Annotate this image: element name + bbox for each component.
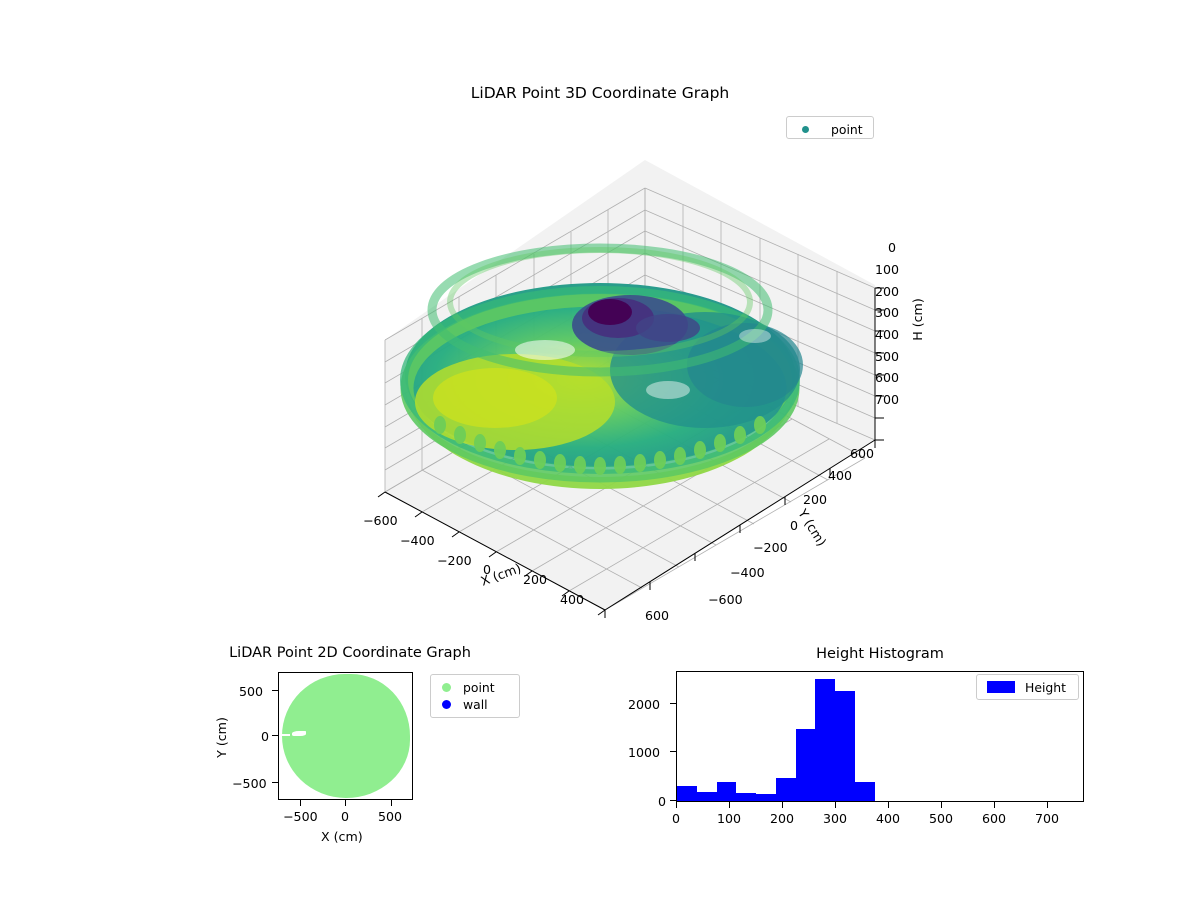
plot3d-ztick-0: 0 (888, 240, 897, 255)
plot2d-xtick-mark-500 (391, 800, 392, 806)
plot3d-ztick-7: 700 (875, 392, 900, 407)
plot2d-ytick-2: 500 (239, 684, 264, 699)
hist-xtick-5: 500 (929, 811, 954, 826)
plot2d-xtick-1: 0 (341, 809, 350, 824)
plot3d-ytick-5: 400 (828, 468, 853, 483)
plot3d-ytick-2: −200 (753, 540, 788, 555)
plot3d-ztick-6: 600 (875, 370, 900, 385)
plot3d-ytick-0: −600 (708, 592, 743, 607)
hist-ytick-mark-2000 (670, 703, 676, 704)
hist-xtick-mark-300 (835, 802, 836, 808)
plot2d-xlabel: X (cm) (321, 829, 363, 844)
hist-ytick-0: 0 (658, 794, 667, 809)
legend-label-point: point (831, 122, 863, 137)
plot2d-xtick-2: 500 (378, 809, 403, 824)
plot2d-ylabel: Y (cm) (213, 717, 229, 758)
legend-item-point-2d: point (438, 679, 512, 696)
plot3d-ztick-5: 500 (875, 349, 900, 364)
hist-xtick-1: 100 (717, 811, 742, 826)
plot2d-point-cloud (281, 674, 410, 798)
plot2d-ytick-mark-neg500 (272, 782, 278, 783)
histogram-bar (815, 679, 836, 801)
histogram-bar (795, 729, 816, 801)
plot3d-ztick-3: 300 (875, 305, 900, 320)
histogram-bar (736, 792, 757, 801)
hist-xtick-mark-400 (888, 802, 889, 808)
hist-xtick-6: 600 (982, 811, 1007, 826)
legend-label-height: Height (1025, 679, 1066, 695)
plot3d-canvas (377, 160, 884, 618)
hist-xtick-mark-700 (1047, 802, 1048, 808)
hist-ytick-mark-0 (670, 800, 676, 801)
hist-xtick-mark-0 (676, 802, 677, 808)
plot2d-title: LiDAR Point 2D Coordinate Graph (229, 645, 471, 661)
point-marker-icon (802, 126, 809, 133)
plot3d-xtick-2: −200 (437, 553, 472, 568)
point-marker-icon (442, 683, 451, 692)
height-patch-icon (987, 681, 1015, 693)
plot3d-ytick-6: 600 (850, 446, 875, 461)
plot3d-xtick-3: 0 (483, 562, 492, 577)
hist-xtick-7: 700 (1035, 811, 1060, 826)
plot2d-ytick-1: 0 (261, 729, 270, 744)
plot2d-xtick-0: −500 (283, 809, 318, 824)
plot3d-ytick-3: 0 (790, 518, 799, 533)
legend-item-wall-2d: wall (438, 696, 512, 713)
plot3d-xtick-6: 600 (645, 608, 670, 623)
plot2d-axes[interactable] (278, 672, 413, 800)
hist-xtick-3: 300 (823, 811, 848, 826)
hist-xtick-mark-200 (782, 802, 783, 808)
hist-xtick-mark-500 (941, 802, 942, 808)
histogram-bar (716, 782, 737, 801)
histogram-bar (835, 691, 855, 801)
plot2d-xtick-mark-neg500 (300, 800, 301, 806)
plot3d-ztick-4: 400 (875, 327, 900, 342)
plot2d-legend: point wall (430, 674, 520, 718)
plot3d-ytick-1: −400 (730, 565, 765, 580)
plot2d-ytick-mark-0 (272, 735, 278, 736)
histogram-bar (696, 791, 717, 801)
hist-ytick-1: 1000 (628, 745, 661, 760)
plot3d-xtick-1: −400 (400, 533, 435, 548)
histogram-bar (775, 777, 796, 801)
legend-label-wall-2d: wall (463, 697, 488, 712)
hist-xtick-mark-600 (994, 802, 995, 808)
plot3d-title: LiDAR Point 3D Coordinate Graph (470, 84, 730, 102)
plot3d-pointcloud (400, 243, 803, 489)
legend-label-point-2d: point (463, 680, 495, 695)
wall-marker-icon (442, 700, 451, 709)
plot3d-zlabel: H (cm) (909, 298, 925, 341)
plot3d-ztick-1: 100 (875, 262, 900, 277)
hist-ytick-mark-1000 (670, 751, 676, 752)
plot3d-xtick-5: 400 (560, 592, 585, 607)
hist-xtick-2: 200 (770, 811, 795, 826)
plot2d-gap-streak (281, 734, 290, 736)
legend-item-point: point (794, 121, 866, 138)
histogram-legend: Height (976, 674, 1079, 700)
plot2d-xtick-mark-0 (345, 800, 346, 806)
hist-ytick-2: 2000 (628, 697, 661, 712)
histogram-bar (756, 794, 776, 801)
histogram-bar (677, 786, 697, 801)
plot3d-axes[interactable] (300, 140, 920, 630)
histogram-bars (677, 672, 1083, 801)
plot2d-gap-region (292, 731, 306, 736)
histogram-bar (854, 781, 875, 801)
histogram-title: Height Histogram (816, 646, 944, 662)
plot2d-ytick-0: −500 (232, 776, 267, 791)
plot3d-ytick-4: 200 (803, 492, 828, 507)
plot2d-ytick-mark-500 (272, 690, 278, 691)
plot3d-xtick-0: −600 (363, 513, 398, 528)
hist-xtick-4: 400 (876, 811, 901, 826)
hist-xtick-mark-100 (729, 802, 730, 808)
plot3d-ztick-2: 200 (875, 284, 900, 299)
plot3d-xtick-4: 200 (523, 572, 548, 587)
plot3d-legend: point (786, 116, 874, 139)
hist-xtick-0: 0 (672, 811, 681, 826)
